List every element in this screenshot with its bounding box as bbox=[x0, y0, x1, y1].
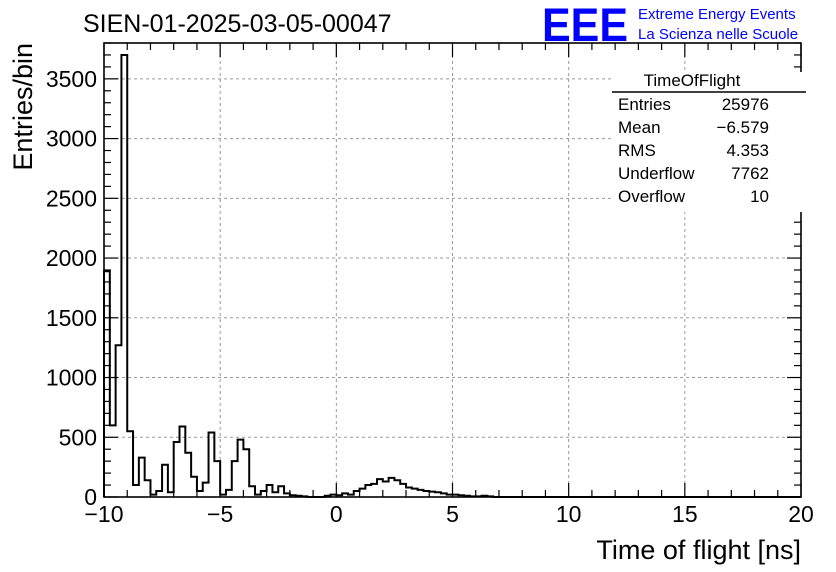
y-axis-label: Entries/bin bbox=[8, 43, 38, 171]
y-tick-label: 2500 bbox=[46, 185, 97, 211]
stats-label-entries: Entries bbox=[618, 95, 671, 114]
chart-title: SIEN-01-2025-03-05-00047 bbox=[83, 10, 392, 38]
x-tick-labels: −10 −5 0 5 10 15 20 bbox=[84, 501, 813, 527]
stats-box-title: TimeOfFlight bbox=[644, 71, 741, 90]
y-tick-label: 2000 bbox=[46, 245, 97, 271]
y-tick-label: 0 bbox=[84, 484, 97, 510]
stats-value-underflow: 7762 bbox=[731, 164, 769, 183]
stats-value-rms: 4.353 bbox=[726, 141, 769, 160]
stats-value-mean: −6.579 bbox=[717, 118, 769, 137]
x-tick-label: −10 bbox=[84, 501, 123, 527]
y-tick-label: 3500 bbox=[46, 66, 97, 92]
x-tick-label: 20 bbox=[788, 501, 814, 527]
x-tick-label: 15 bbox=[672, 501, 698, 527]
x-tick-label: 0 bbox=[330, 501, 343, 527]
stats-label-underflow: Underflow bbox=[618, 164, 695, 183]
stats-label-overflow: Overflow bbox=[618, 187, 686, 206]
x-tick-label: 5 bbox=[446, 501, 459, 527]
y-tick-label: 1000 bbox=[46, 365, 97, 391]
stats-label-mean: Mean bbox=[618, 118, 661, 137]
stats-label-rms: RMS bbox=[618, 141, 656, 160]
eee-logo-text: EEE bbox=[542, 0, 628, 51]
eee-logo-line1: Extreme Energy Events bbox=[638, 6, 796, 23]
eee-logo: EEE Extreme Energy Events La Scienza nel… bbox=[542, 0, 798, 51]
grid-lines bbox=[104, 43, 801, 497]
y-tick-label: 500 bbox=[59, 424, 97, 450]
y-tick-label: 1500 bbox=[46, 305, 97, 331]
eee-logo-line2: La Scienza nelle Scuole bbox=[638, 26, 798, 43]
x-axis-label: Time of flight [ns] bbox=[596, 535, 801, 565]
x-tick-label: −5 bbox=[207, 501, 233, 527]
stats-value-overflow: 10 bbox=[750, 187, 769, 206]
y-tick-labels: 0 500 1000 1500 2000 2500 3000 3500 bbox=[46, 66, 97, 510]
stats-value-entries: 25976 bbox=[722, 95, 769, 114]
x-tick-label: 10 bbox=[556, 501, 582, 527]
stats-box: TimeOfFlight Entries 25976 Mean −6.579 R… bbox=[612, 71, 806, 212]
stats-box-background bbox=[612, 72, 802, 212]
y-tick-label: 3000 bbox=[46, 126, 97, 152]
